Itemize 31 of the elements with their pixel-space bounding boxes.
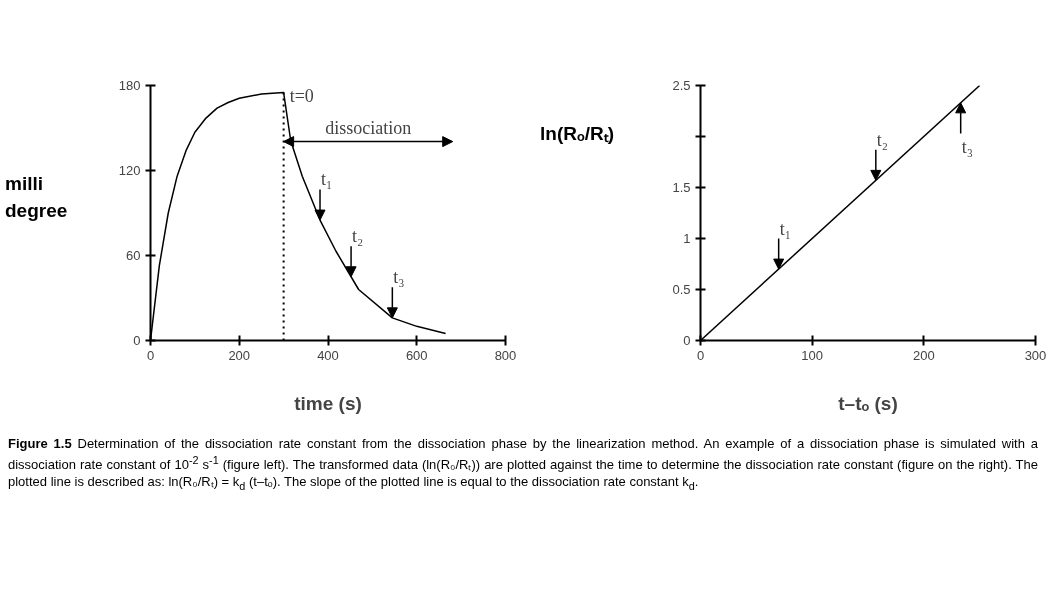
x-tick-label: 200 bbox=[912, 347, 935, 363]
y-tick-label: 1.5 bbox=[672, 180, 691, 195]
y-tick-label: 0 bbox=[683, 333, 691, 348]
y-tick-label: 2.5 bbox=[672, 78, 691, 93]
annotation: t₂ bbox=[876, 129, 889, 150]
x-axis-title: t–tₒ (s) bbox=[838, 392, 898, 414]
annotation: dissociation bbox=[325, 117, 412, 138]
y-tick-label: 0.5 bbox=[672, 282, 691, 297]
y-tick-label: 60 bbox=[126, 248, 141, 263]
annotation: t₁ bbox=[779, 218, 791, 239]
y-tick-label: 180 bbox=[118, 78, 141, 93]
x-tick-label: 400 bbox=[317, 347, 339, 363]
x-tick-label: 200 bbox=[228, 347, 251, 363]
x-tick-label: 800 bbox=[494, 347, 517, 363]
annotation: t=0 bbox=[289, 85, 314, 106]
x-tick-label: 300 bbox=[1024, 347, 1047, 363]
y-tick-label: 0 bbox=[133, 333, 141, 348]
x-tick-label: 100 bbox=[801, 347, 824, 363]
annotation: t₃ bbox=[393, 267, 405, 288]
annotation: t₁ bbox=[321, 169, 333, 190]
x-axis-title: time (s) bbox=[294, 392, 362, 414]
caption: Figure 1.5 bbox=[8, 436, 72, 451]
annotation: t₃ bbox=[961, 137, 973, 158]
x-tick-label: 600 bbox=[405, 347, 428, 363]
annotation: t₂ bbox=[352, 226, 364, 247]
y-tick-label: 1 bbox=[683, 231, 691, 246]
y-axis-title: ln(Rₒ/Rₜ) bbox=[540, 122, 615, 146]
x-tick-label: 0 bbox=[696, 347, 705, 363]
y-tick-label: 120 bbox=[118, 163, 141, 178]
x-tick-label: 0 bbox=[146, 347, 155, 363]
y-axis-title: milli degree bbox=[5, 172, 68, 224]
